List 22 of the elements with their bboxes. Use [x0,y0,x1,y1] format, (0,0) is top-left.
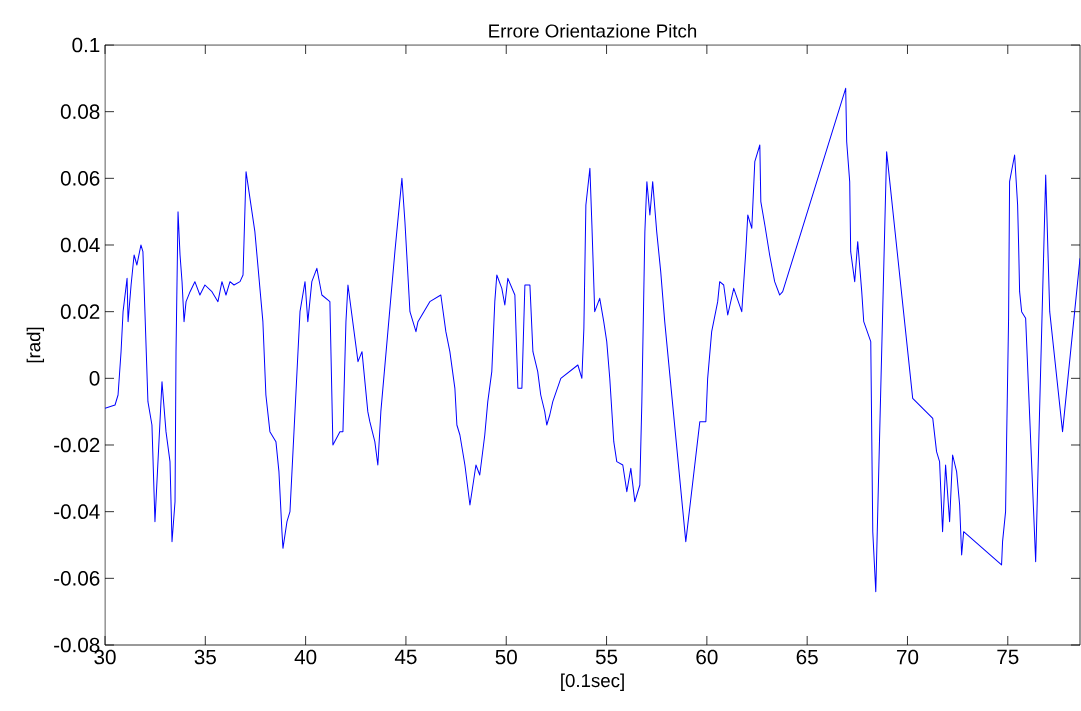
y-tick-label: 0.06 [60,171,100,186]
y-tick-label: 0.08 [60,104,100,119]
y-axis-title: [rad] [26,327,45,363]
x-tick-label: 65 [796,649,818,665]
y-tick-label: 0.02 [60,304,100,319]
x-tick-label: 60 [696,649,718,665]
y-tick-label: 0.04 [60,237,100,253]
line-series [105,87,1081,593]
y-tick-label: -0.06 [54,571,100,586]
x-tick-label: 75 [997,649,1019,665]
x-tick-label: 50 [495,649,517,665]
y-tick-label: -0.04 [54,504,100,519]
x-tick-label: 45 [394,649,417,665]
x-tick-label: 40 [294,649,317,665]
x-tick-label: 55 [595,649,618,665]
y-tick-label: -0.02 [54,437,100,453]
y-tick-label: 0 [89,371,100,386]
y-tick-label: 0.1 [72,37,100,53]
x-tick-label: 35 [194,649,216,665]
x-tick-label: 70 [897,649,919,665]
chart-title: Errore Orientazione Pitch [489,23,697,38]
x-axis-title: [0.1sec] [561,673,624,691]
